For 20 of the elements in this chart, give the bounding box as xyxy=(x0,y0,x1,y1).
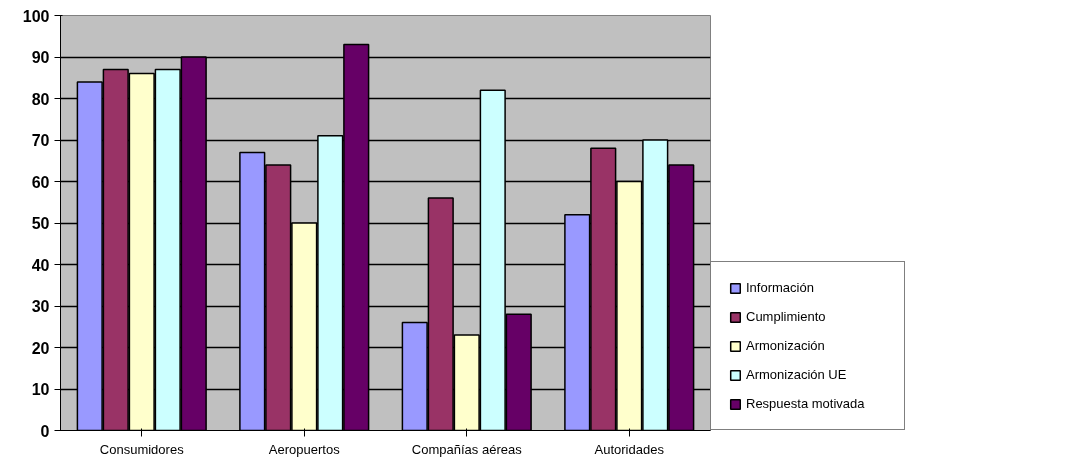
y-tick-label: 70 xyxy=(31,132,50,149)
y-tick-label: 30 xyxy=(31,298,50,315)
y-tick-label: 0 xyxy=(40,422,50,440)
legend-label: Cumplimiento xyxy=(746,309,827,324)
legend-label: Respuesta motivada xyxy=(746,396,866,411)
y-tick-label: 40 xyxy=(31,256,50,274)
y-tick-label: 90 xyxy=(31,49,50,66)
y-tick-label: 50 xyxy=(31,215,50,232)
x-tick-label: Autoridades xyxy=(594,441,665,457)
x-tick-label: Aeropuertos xyxy=(268,441,341,457)
legend-label: Información xyxy=(746,280,815,295)
y-tick-label: 60 xyxy=(31,173,50,191)
legend-label: Armonización UE xyxy=(746,367,848,382)
y-tick-label: 100 xyxy=(22,7,50,25)
x-tick-label: Compañías aéreas xyxy=(411,441,523,457)
x-tick-label: Consumidores xyxy=(99,441,185,457)
y-tick-label: 80 xyxy=(31,90,50,108)
y-tick-label: 20 xyxy=(31,339,50,357)
y-tick-label: 10 xyxy=(31,381,50,398)
legend-label: Armonización xyxy=(746,338,826,353)
